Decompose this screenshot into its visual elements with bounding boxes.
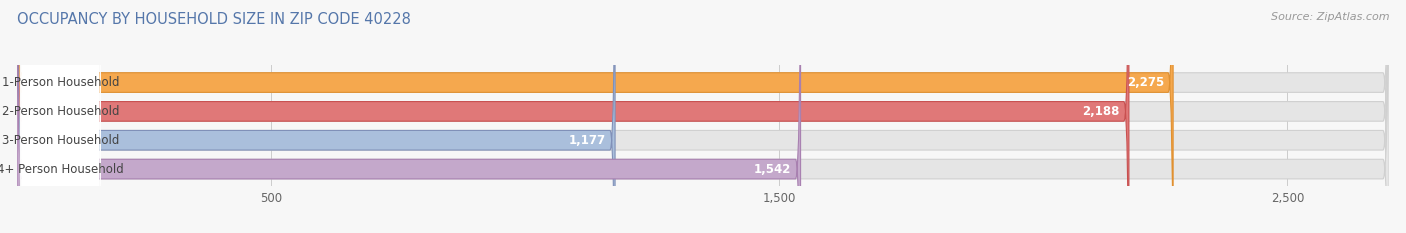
FancyBboxPatch shape <box>17 0 1129 233</box>
FancyBboxPatch shape <box>17 0 614 233</box>
Text: OCCUPANCY BY HOUSEHOLD SIZE IN ZIP CODE 40228: OCCUPANCY BY HOUSEHOLD SIZE IN ZIP CODE … <box>17 12 411 27</box>
Text: 2,188: 2,188 <box>1083 105 1119 118</box>
Text: 4+ Person Household: 4+ Person Household <box>0 163 124 176</box>
FancyBboxPatch shape <box>17 0 1173 233</box>
FancyBboxPatch shape <box>17 0 1389 233</box>
Text: 1-Person Household: 1-Person Household <box>1 76 120 89</box>
Text: 1,542: 1,542 <box>754 163 792 176</box>
FancyBboxPatch shape <box>20 0 101 233</box>
FancyBboxPatch shape <box>17 0 1389 233</box>
Text: 2,275: 2,275 <box>1126 76 1164 89</box>
FancyBboxPatch shape <box>17 0 1389 233</box>
Text: 3-Person Household: 3-Person Household <box>1 134 120 147</box>
Text: Source: ZipAtlas.com: Source: ZipAtlas.com <box>1271 12 1389 22</box>
Text: 2-Person Household: 2-Person Household <box>1 105 120 118</box>
Text: 1,177: 1,177 <box>569 134 606 147</box>
FancyBboxPatch shape <box>20 0 101 233</box>
FancyBboxPatch shape <box>17 0 800 233</box>
FancyBboxPatch shape <box>20 0 101 233</box>
FancyBboxPatch shape <box>20 3 101 233</box>
FancyBboxPatch shape <box>17 0 1389 233</box>
